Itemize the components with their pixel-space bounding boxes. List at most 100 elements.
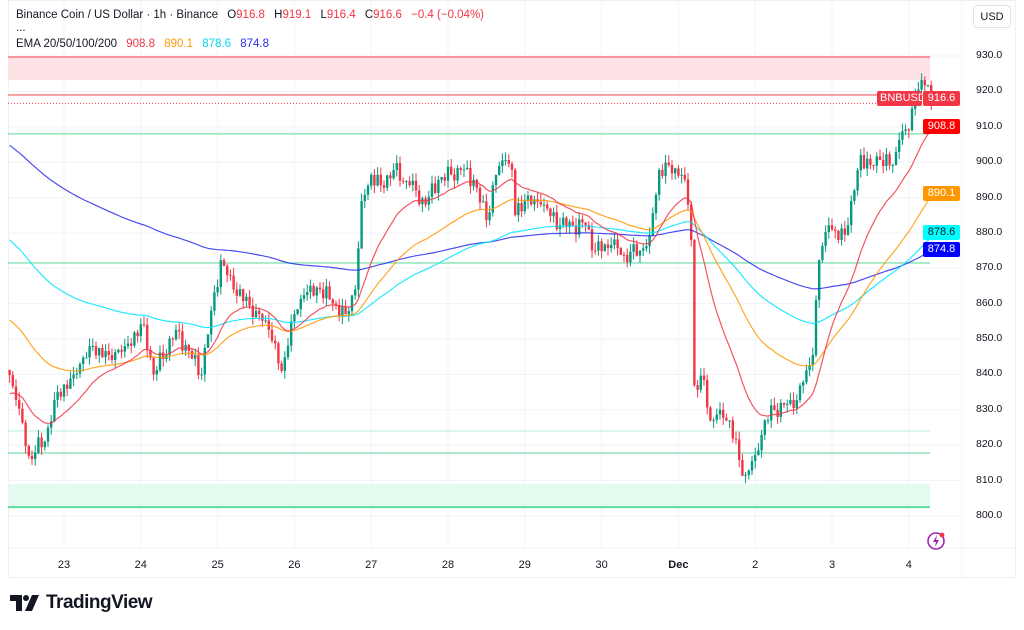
candle-body	[837, 230, 840, 240]
candle-body	[254, 310, 258, 318]
price-tick-label: 860.0	[976, 296, 1003, 309]
candle-body	[882, 160, 885, 166]
candle-body	[203, 347, 206, 375]
candle-body	[248, 296, 251, 306]
candle-body	[731, 420, 734, 439]
last-price-tag: 916.6	[923, 91, 960, 106]
candle-body	[139, 324, 142, 337]
candle-body	[706, 380, 709, 408]
candle-body	[450, 166, 453, 175]
candle-body	[206, 334, 210, 348]
candle-body	[242, 289, 245, 301]
candle-body	[763, 420, 766, 435]
ohlc-high: H919.1	[274, 9, 311, 21]
candle-body	[568, 221, 571, 228]
candle-body	[907, 129, 910, 131]
candle-body	[213, 292, 216, 311]
close-value: 916.6	[373, 9, 402, 21]
candle-body	[754, 455, 757, 461]
candle-body	[606, 244, 610, 248]
candle-body	[126, 343, 130, 347]
time-tick-label: Dec	[668, 559, 689, 571]
currency-button[interactable]: USD	[973, 5, 1011, 28]
candle-body	[613, 239, 616, 245]
price-tick-label: 910.0	[976, 119, 1003, 132]
candle-body	[158, 352, 162, 371]
candle-body	[373, 174, 376, 186]
candle-body	[741, 460, 744, 476]
candle-body	[322, 289, 325, 299]
candle-body	[453, 174, 456, 181]
price-tick-label: 920.0	[976, 84, 1003, 97]
candle-body	[840, 228, 843, 240]
candle-body	[587, 225, 590, 230]
open-label: O	[227, 9, 237, 21]
price-tick-label: 870.0	[976, 261, 1003, 274]
change-value: −0.4 (−0.04%)	[411, 9, 485, 21]
candle-body	[8, 369, 11, 376]
more-button[interactable]: ...	[16, 22, 26, 34]
candle-body	[866, 158, 869, 169]
candle-body	[462, 169, 466, 171]
candle-body	[770, 405, 773, 421]
candle-body	[923, 80, 926, 86]
candle-body	[50, 421, 53, 428]
candle-body	[824, 231, 827, 246]
candle-body	[622, 254, 626, 256]
candle-body	[734, 438, 738, 440]
candle-body	[594, 250, 597, 252]
price-tick-label: 840.0	[976, 367, 1003, 380]
candle-body	[722, 409, 725, 418]
price-tick-label: 930.0	[976, 49, 1003, 61]
candle-body	[514, 169, 517, 216]
candle-body	[654, 194, 658, 214]
time-tick-label: 29	[518, 559, 531, 571]
candle-body	[299, 298, 302, 310]
time-tick-label: 26	[288, 559, 301, 571]
candle-body	[558, 225, 562, 230]
candle-body	[296, 309, 299, 314]
ohlc-open: O916.8	[227, 9, 265, 21]
candle-body	[565, 217, 568, 228]
candle-body	[312, 285, 315, 296]
candle-body	[133, 332, 136, 346]
candle-body	[149, 349, 152, 358]
candle-body	[744, 474, 747, 476]
ema-legend[interactable]: EMA 20/50/100/200 908.8 890.1 878.6 874.…	[16, 38, 275, 50]
candle-body	[661, 169, 664, 176]
candle-body	[693, 239, 696, 386]
candle-body	[59, 391, 62, 397]
candle-body	[610, 244, 613, 248]
candle-body	[872, 164, 875, 166]
candle-body	[555, 212, 558, 230]
candle-body	[130, 343, 133, 346]
lightning-icon[interactable]	[926, 531, 946, 551]
candle-body	[619, 248, 622, 255]
low-value: 916.4	[326, 9, 356, 21]
time-tick-label: 27	[365, 559, 378, 571]
candle-body	[309, 285, 312, 293]
candle-body	[88, 346, 91, 358]
price-tick-label: 830.0	[976, 402, 1003, 415]
candle-body	[318, 287, 322, 290]
candle-body	[904, 129, 907, 132]
candle-body	[546, 204, 549, 209]
candle-body	[629, 251, 632, 263]
candle-body	[75, 373, 78, 375]
candle-body	[798, 385, 802, 401]
candle-body	[66, 384, 69, 389]
time-tick-label: 25	[211, 559, 224, 571]
candle-body	[549, 208, 552, 217]
candle-body	[232, 275, 235, 290]
candle-body	[402, 180, 405, 182]
candle-body	[638, 250, 642, 256]
candle-body	[162, 352, 165, 359]
tradingview-logo[interactable]: TradingView	[10, 592, 153, 614]
candle-body	[270, 329, 274, 341]
candle-body	[197, 355, 200, 375]
candle-body	[24, 422, 27, 446]
candle-body	[56, 391, 59, 400]
price-tick-label: 800.0	[976, 508, 1003, 521]
candle-body	[504, 160, 507, 162]
